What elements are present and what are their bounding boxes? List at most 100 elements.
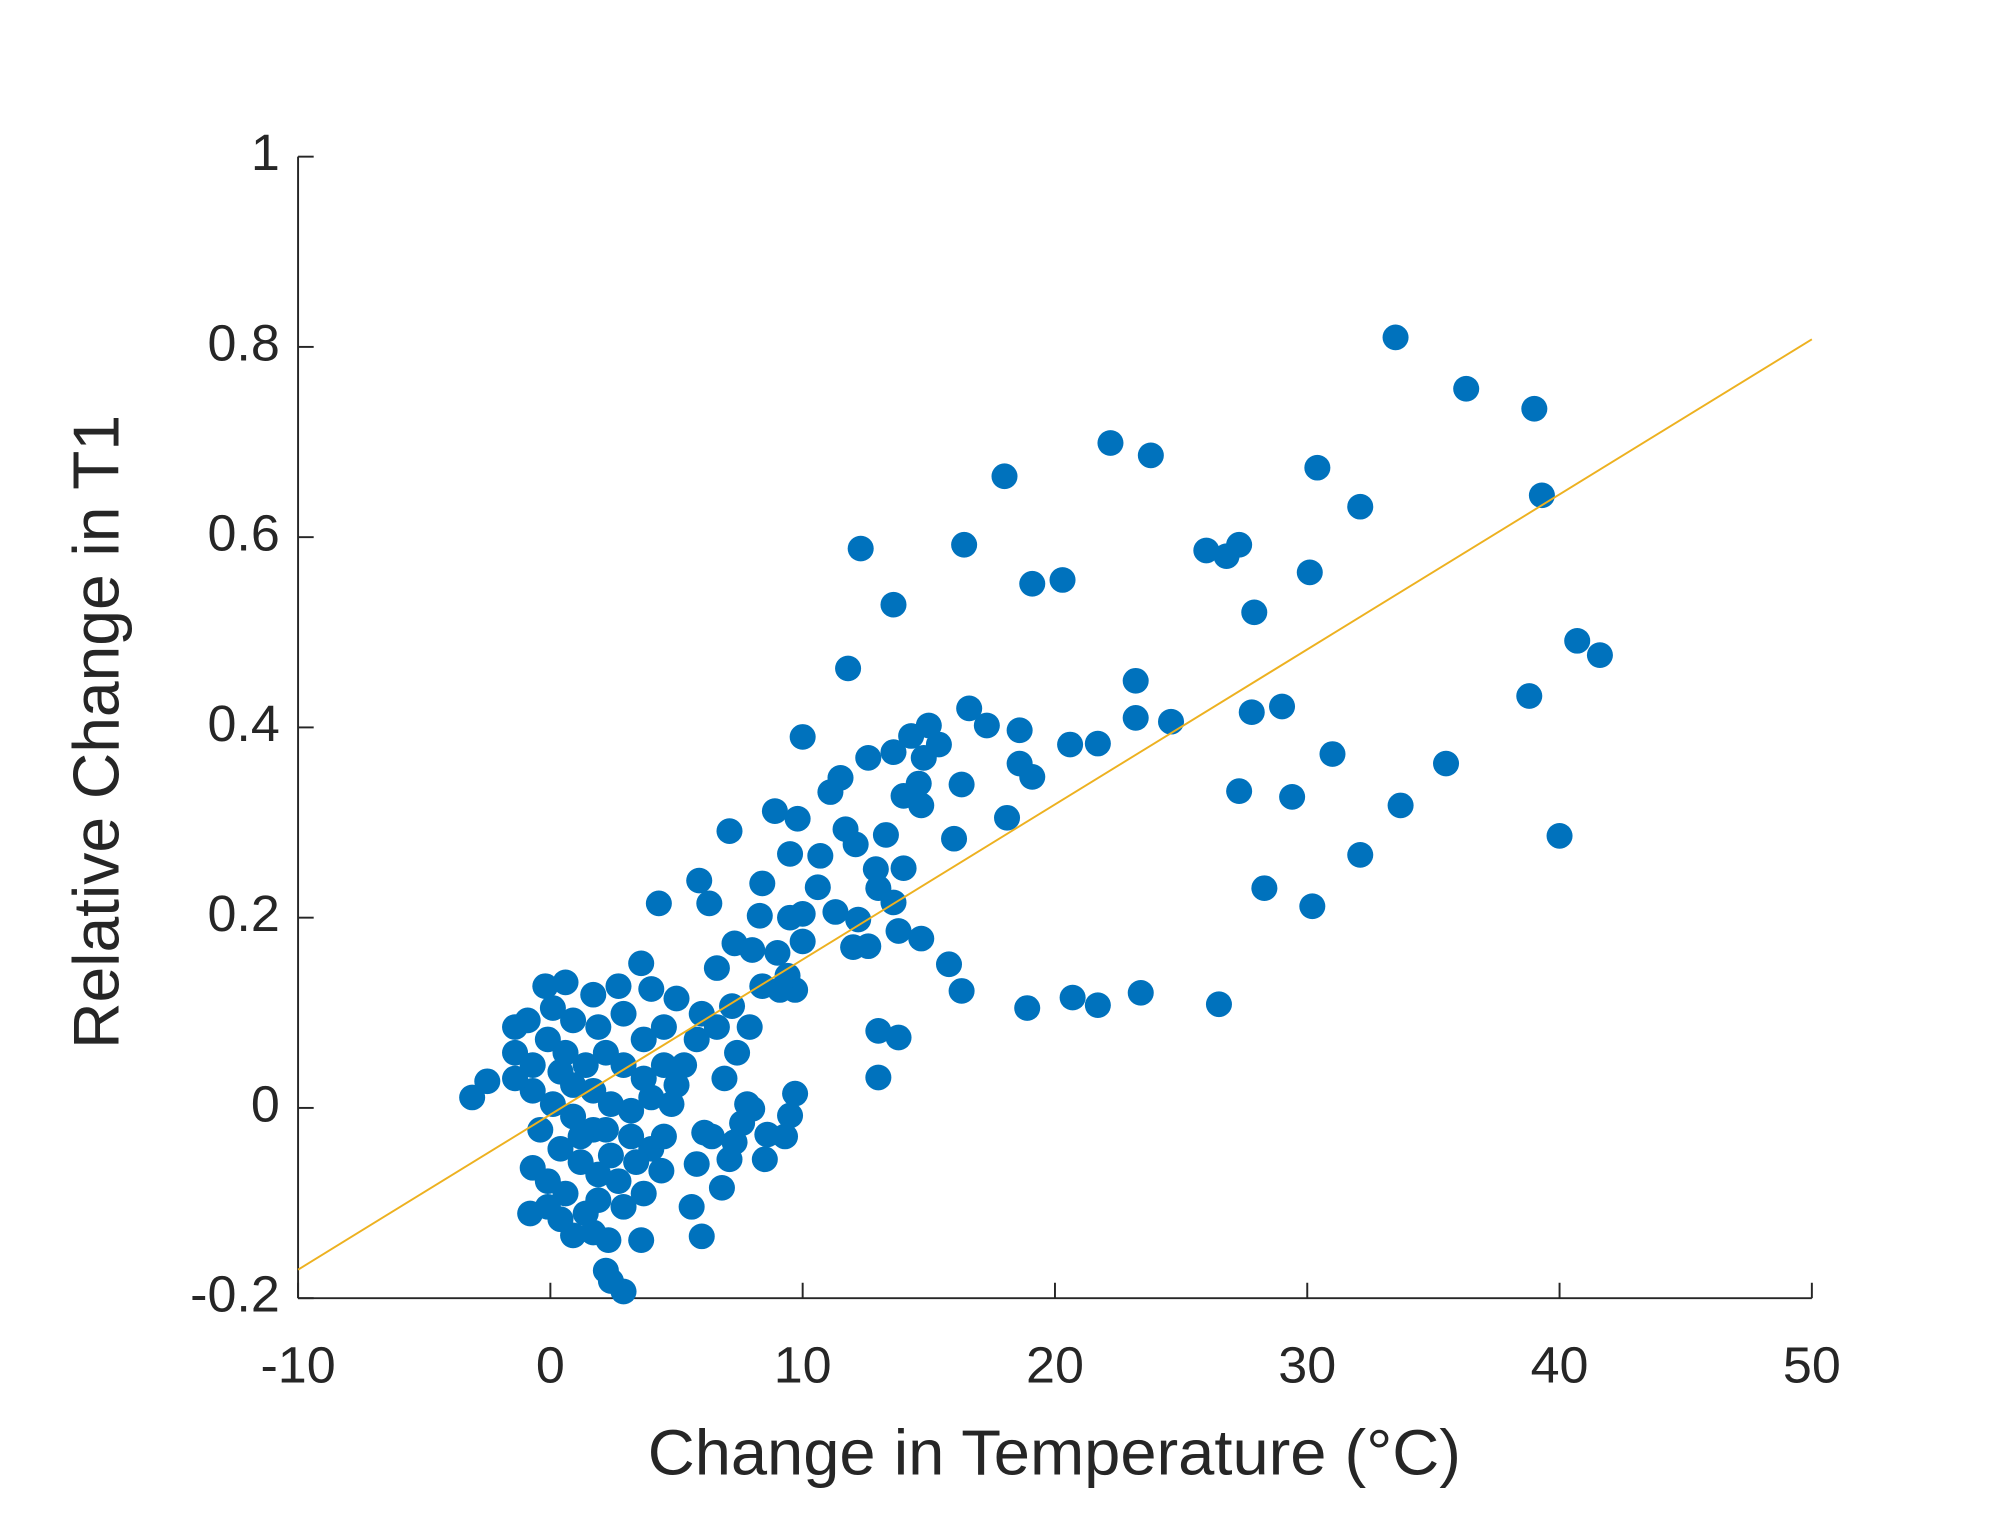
point	[822, 899, 849, 925]
point	[688, 1000, 715, 1027]
point	[572, 1052, 599, 1078]
point	[1319, 741, 1346, 767]
point	[724, 1039, 751, 1066]
point	[683, 1151, 710, 1177]
x-tick-label: 20	[1026, 1336, 1084, 1394]
point	[650, 1123, 677, 1150]
point	[991, 463, 1018, 490]
point	[610, 1000, 637, 1027]
point	[623, 1149, 650, 1175]
point	[1049, 567, 1076, 593]
point	[1205, 991, 1232, 1018]
point	[749, 870, 776, 897]
point	[527, 1116, 554, 1143]
point	[880, 889, 907, 916]
point	[764, 940, 791, 966]
point	[648, 1157, 675, 1184]
y-tick-label: 0.8	[207, 314, 279, 372]
y-tick-label: -0.2	[190, 1265, 280, 1323]
x-tick-label: 40	[1531, 1336, 1589, 1394]
point	[789, 724, 816, 750]
point	[880, 591, 907, 618]
point	[1269, 693, 1296, 720]
point	[1193, 537, 1220, 564]
point	[1299, 893, 1326, 920]
point	[915, 712, 942, 739]
point	[605, 1168, 632, 1195]
point	[459, 1084, 486, 1111]
point	[746, 902, 773, 929]
point	[880, 739, 907, 765]
point	[1546, 823, 1573, 849]
point	[567, 1123, 594, 1150]
point	[539, 995, 566, 1021]
y-tick-label: 0.6	[207, 504, 279, 562]
point	[789, 928, 816, 955]
point	[532, 973, 559, 999]
point	[1084, 730, 1111, 757]
point	[671, 1052, 698, 1078]
point	[1453, 375, 1480, 402]
point	[534, 1194, 561, 1220]
point	[1122, 705, 1149, 731]
point	[1433, 750, 1460, 777]
point	[610, 1194, 637, 1220]
point	[610, 1052, 637, 1078]
point	[855, 933, 882, 960]
point	[683, 1026, 710, 1053]
point	[1251, 875, 1278, 902]
point	[1019, 764, 1046, 790]
point	[925, 731, 952, 758]
point	[736, 1014, 763, 1040]
x-tick-label: -10	[260, 1336, 335, 1394]
point	[1226, 531, 1253, 558]
point	[784, 805, 811, 832]
point	[855, 745, 882, 771]
point	[618, 1123, 645, 1150]
point	[547, 1058, 574, 1085]
y-axis-label: Relative Change in T1	[59, 415, 132, 1049]
point	[1304, 454, 1331, 481]
point	[842, 831, 869, 858]
point	[560, 1007, 587, 1034]
point	[650, 1052, 677, 1078]
point	[638, 1084, 665, 1111]
x-tick-label: 30	[1278, 1336, 1336, 1394]
point	[827, 764, 854, 791]
point	[547, 1135, 574, 1162]
point	[782, 1080, 809, 1107]
point	[585, 1014, 612, 1040]
point	[703, 955, 730, 981]
point	[514, 1007, 541, 1034]
point	[534, 1026, 561, 1053]
point	[618, 1097, 645, 1124]
point	[865, 1018, 892, 1044]
point	[585, 1187, 612, 1214]
point	[948, 978, 975, 1004]
point	[1127, 979, 1154, 1006]
point	[1019, 570, 1046, 597]
y-tick-label: 0.4	[207, 694, 279, 752]
point	[1014, 995, 1041, 1021]
point	[474, 1068, 501, 1095]
point	[1158, 708, 1185, 735]
point	[592, 1116, 619, 1143]
y-tick-label: 0	[251, 1075, 280, 1133]
point	[1382, 324, 1409, 351]
point	[804, 874, 831, 901]
point	[729, 1110, 756, 1136]
point	[645, 890, 672, 917]
point	[708, 1174, 735, 1201]
point	[1516, 683, 1543, 709]
point	[948, 771, 975, 798]
point	[1238, 699, 1265, 726]
point	[688, 1223, 715, 1250]
point	[610, 1278, 637, 1305]
x-tick-label: 0	[536, 1336, 565, 1394]
point	[605, 973, 632, 999]
point	[865, 1064, 892, 1091]
point	[872, 822, 899, 848]
point	[890, 855, 917, 882]
point	[777, 841, 804, 867]
